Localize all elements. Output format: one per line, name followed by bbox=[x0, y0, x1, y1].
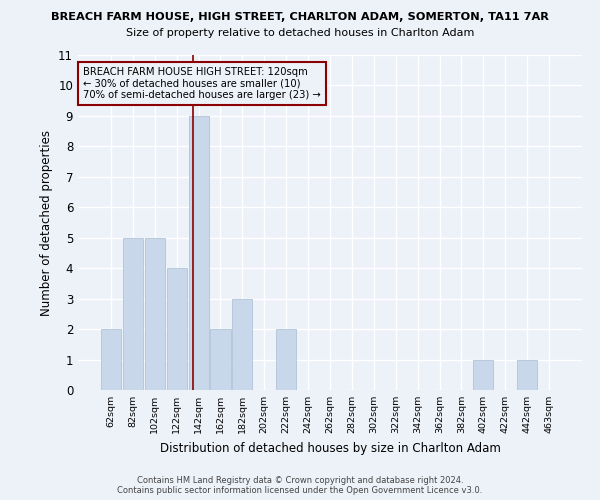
Y-axis label: Number of detached properties: Number of detached properties bbox=[40, 130, 53, 316]
Text: BREACH FARM HOUSE HIGH STREET: 120sqm
← 30% of detached houses are smaller (10)
: BREACH FARM HOUSE HIGH STREET: 120sqm ← … bbox=[83, 66, 321, 100]
Bar bbox=[145, 238, 165, 390]
Text: Contains HM Land Registry data © Crown copyright and database right 2024.: Contains HM Land Registry data © Crown c… bbox=[137, 476, 463, 485]
Bar bbox=[167, 268, 187, 390]
Bar bbox=[276, 329, 296, 390]
Text: Contains public sector information licensed under the Open Government Licence v3: Contains public sector information licen… bbox=[118, 486, 482, 495]
Bar bbox=[123, 238, 143, 390]
Bar bbox=[232, 298, 253, 390]
Bar bbox=[517, 360, 537, 390]
X-axis label: Distribution of detached houses by size in Charlton Adam: Distribution of detached houses by size … bbox=[160, 442, 500, 454]
Bar bbox=[473, 360, 493, 390]
Bar bbox=[211, 329, 230, 390]
Text: Size of property relative to detached houses in Charlton Adam: Size of property relative to detached ho… bbox=[126, 28, 474, 38]
Text: BREACH FARM HOUSE, HIGH STREET, CHARLTON ADAM, SOMERTON, TA11 7AR: BREACH FARM HOUSE, HIGH STREET, CHARLTON… bbox=[51, 12, 549, 22]
Bar bbox=[188, 116, 209, 390]
Bar bbox=[101, 329, 121, 390]
